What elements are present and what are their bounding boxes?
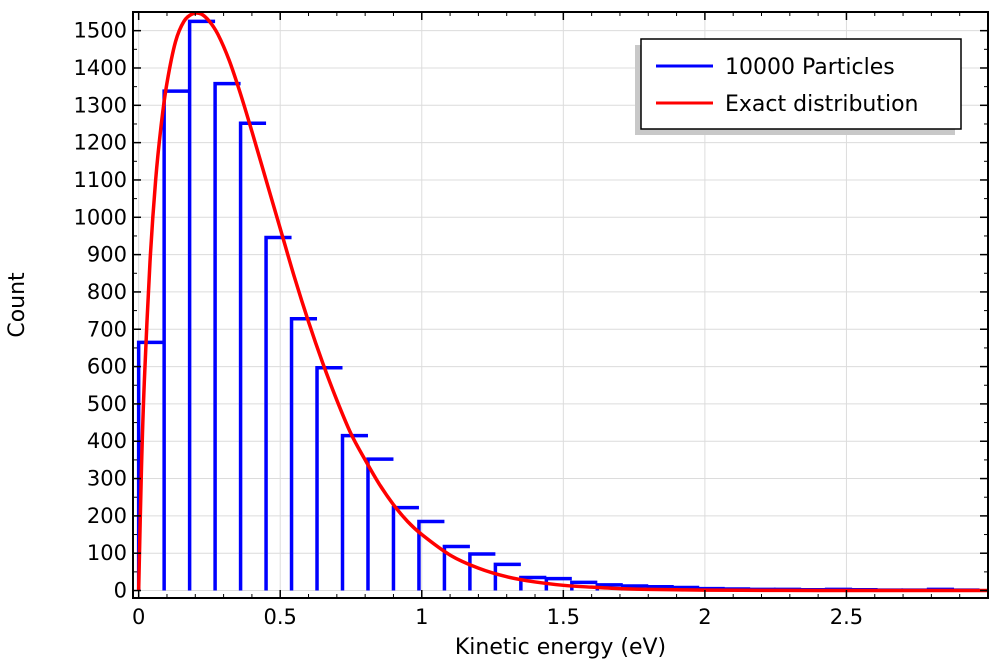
histogram-bar	[493, 562, 521, 591]
y-tick-label: 300	[87, 467, 127, 491]
histogram-bar	[442, 544, 470, 591]
y-tick-label: 0	[114, 579, 127, 603]
y-tick-label: 1300	[74, 93, 127, 117]
x-tick-label: 2.5	[830, 605, 863, 629]
axis-ticks	[133, 12, 988, 598]
y-tick-label: 500	[87, 392, 127, 416]
x-tick-label: 0	[132, 605, 145, 629]
x-tick-label: 2	[698, 605, 711, 629]
x-tick-labels: 0 0.5 1 1.5 2 2.5	[132, 605, 863, 629]
legend-label-exact: Exact distribution	[725, 92, 919, 117]
y-tick-label: 1400	[74, 56, 127, 80]
histogram-bar	[519, 575, 547, 591]
histogram-bar	[468, 552, 496, 591]
exact-distribution-curve	[136, 11, 988, 593]
y-tick-labels: 0 100 200 300 400 500 600 700 800 900 1000 1100 1200…	[74, 19, 127, 603]
exact-distribution-series	[136, 11, 988, 593]
histogram-bar	[391, 505, 419, 591]
x-axis-label: Kinetic energy (eV)	[455, 635, 666, 660]
histogram-bar	[544, 576, 572, 591]
y-tick-label: 1000	[74, 205, 127, 229]
y-tick-label: 1500	[74, 19, 127, 43]
y-tick-label: 100	[87, 541, 127, 565]
histogram-bar	[264, 235, 292, 591]
histogram-bar	[289, 317, 318, 591]
x-tick-label: 0.5	[264, 605, 297, 629]
plot-frame	[132, 11, 989, 599]
y-tick-label: 1200	[74, 131, 127, 155]
legend: 10000 Particles Exact distribution	[635, 38, 962, 135]
legend-label-particles: 10000 Particles	[725, 55, 895, 80]
histogram-bar	[366, 457, 394, 591]
x-tick-label: 1	[415, 605, 428, 629]
histogram-bar	[417, 519, 445, 591]
y-tick-label: 600	[87, 355, 127, 379]
y-tick-label: 800	[87, 280, 127, 304]
y-tick-label: 700	[87, 317, 127, 341]
y-tick-label: 900	[87, 243, 127, 267]
histogram-bar	[340, 433, 368, 591]
y-tick-label: 1100	[74, 168, 127, 192]
histogram-bar	[213, 81, 241, 591]
histogram-bar	[238, 121, 267, 591]
y-axis-label: Count	[5, 272, 30, 338]
legend-box	[640, 38, 962, 130]
histogram-bar	[315, 365, 343, 591]
histogram-bar	[570, 580, 598, 591]
histogram-bar	[136, 340, 165, 591]
x-tick-label: 1.5	[547, 605, 580, 629]
histogram-bar	[187, 19, 216, 591]
y-tick-label: 200	[87, 504, 127, 528]
y-tick-label: 400	[87, 429, 127, 453]
